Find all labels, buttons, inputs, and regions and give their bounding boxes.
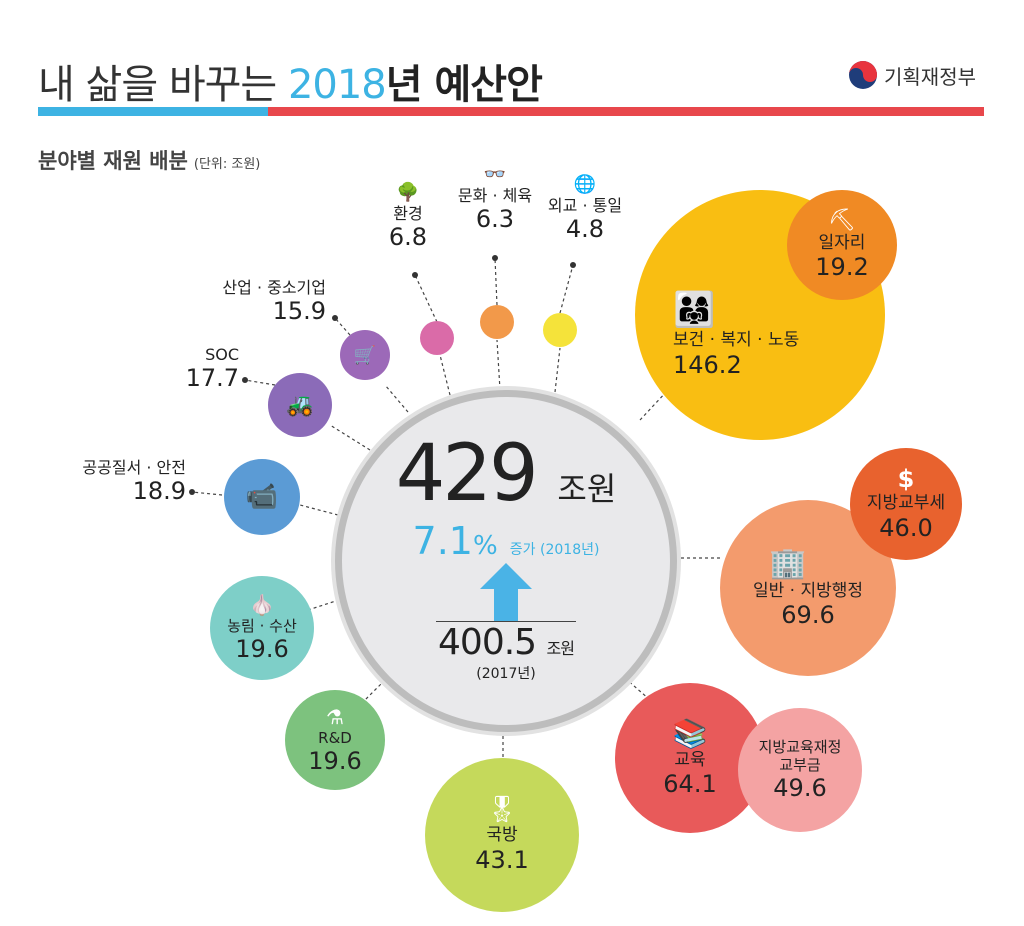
label-safety: 공공질서 · 안전 18.9 <box>82 458 186 506</box>
title-underline-blue <box>38 107 268 116</box>
sector-value: 69.6 <box>781 601 835 630</box>
sector-value: 43.1 <box>475 845 529 874</box>
sector-label: 국방 <box>486 825 518 846</box>
soc-bubble: 🚜 <box>268 373 332 437</box>
sector-value: 19.6 <box>308 746 362 775</box>
total-budget-circle: 429 조원 7.1% 증가 (2018년) 400.5 조원 (2017년) <box>335 390 677 732</box>
label-industry: 산업 · 중소기업 15.9 <box>222 278 326 326</box>
building-icon: 🏢 <box>769 545 807 581</box>
divider <box>436 621 576 622</box>
sector-value: 19.6 <box>235 634 289 663</box>
label-culture: 👓 문화 · 체육 6.3 <box>445 164 545 234</box>
unit-note: (단위: 조원) <box>193 157 261 172</box>
sector-edu-grant: 지방교육재정 교부금 49.6 <box>738 708 862 832</box>
sector-jobs: ⛏ 일자리 19.2 <box>787 190 897 300</box>
military-cap-icon: 🎖 <box>485 795 519 826</box>
sector-value: 49.6 <box>773 773 827 802</box>
sector-label: 일자리 <box>818 232 866 253</box>
glasses-icon: 👓 <box>483 164 507 185</box>
ministry-name: 기획재정부 <box>884 64 976 89</box>
cart-icon: 🛒 <box>353 344 377 366</box>
diplomacy-dot <box>543 313 577 347</box>
book-icon: 📚 <box>672 716 708 750</box>
sector-value: 64.1 <box>663 770 717 799</box>
safety-bubble: 📹 <box>224 459 300 535</box>
flask-icon: ⚗ <box>326 704 344 729</box>
increase-rate: 7.1% 증가 (2018년) <box>412 519 600 563</box>
prev-amount: 400.5 조원 <box>438 622 575 663</box>
title-underline-red <box>268 107 984 116</box>
sector-agriculture: 🧄 농림 · 수산 19.6 <box>210 576 314 680</box>
page-title: 내 삶을 바꾸는 2018년 예산안 <box>38 62 543 108</box>
sector-value: 46.0 <box>879 513 933 542</box>
prev-year: (2017년) <box>476 666 536 682</box>
sector-label: 일반 · 지방행정 <box>752 580 864 601</box>
sector-local-tax: $ 지방교부세 46.0 <box>850 448 962 560</box>
up-arrow-icon <box>480 563 532 621</box>
garlic-icon: 🧄 <box>249 592 275 617</box>
sector-label: 보건 · 복지 · 노동 <box>673 330 800 351</box>
globe-icon: 🌐 <box>573 174 597 195</box>
tree-icon: 🌳 <box>396 182 420 203</box>
sector-rnd: ⚗ R&D 19.6 <box>285 690 385 790</box>
worker-icon: ⛏ <box>828 207 856 233</box>
cctv-icon: 📹 <box>245 482 279 512</box>
industry-bubble: 🛒 <box>340 330 390 380</box>
dollar-icon: $ <box>897 465 915 494</box>
section-title: 분야별 재원 배분 (단위: 조원) <box>38 149 261 173</box>
taeguk-icon <box>849 61 877 89</box>
sector-value: 19.2 <box>815 253 869 282</box>
family-icon: 👨‍👩‍👧 <box>673 290 716 331</box>
environment-dot <box>420 321 454 355</box>
label-environment: 🌳 환경 6.8 <box>378 182 438 252</box>
sector-label: 지방교육재정 교부금 <box>758 737 842 774</box>
label-diplomacy: 🌐 외교 · 통일 4.8 <box>545 174 625 244</box>
sector-label: R&D <box>318 728 352 747</box>
culture-dot <box>480 305 514 339</box>
total-amount: 429 조원 <box>395 429 617 519</box>
label-soc: SOC 17.7 <box>185 345 239 393</box>
sector-defense: 🎖 국방 43.1 <box>425 758 579 912</box>
sector-label: 교육 <box>674 749 706 770</box>
sector-value: 146.2 <box>673 350 742 379</box>
sector-label: 지방교부세 <box>866 493 946 514</box>
excavator-icon: 🚜 <box>286 392 314 418</box>
sector-label: 농림 · 수산 <box>227 616 297 635</box>
ministry-logo: 기획재정부 <box>848 60 976 90</box>
